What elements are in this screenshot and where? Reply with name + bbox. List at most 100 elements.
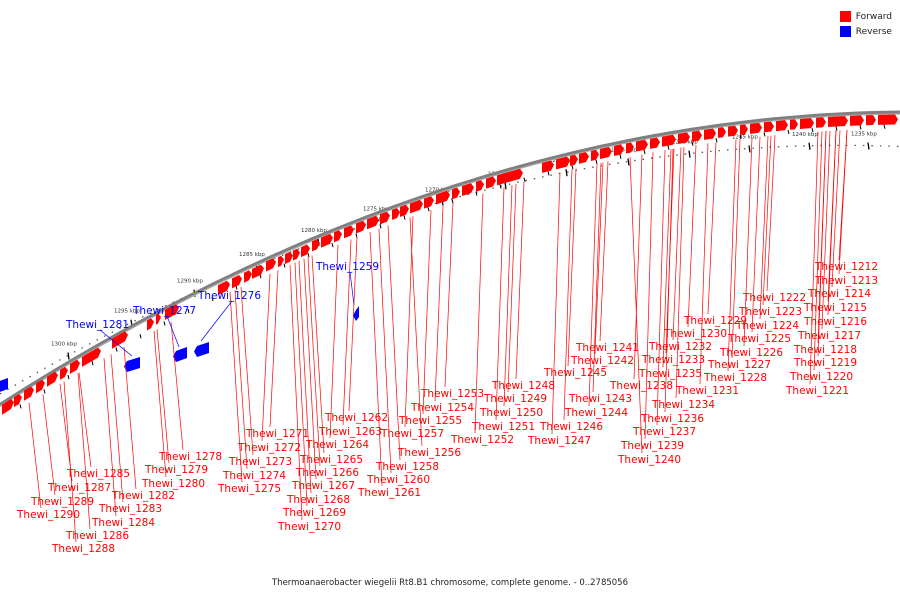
- gene-label-thewi-1243: Thewi_1243: [568, 393, 632, 405]
- gene-leader: [594, 162, 604, 355]
- gene-label-thewi-1239: Thewi_1239: [620, 440, 684, 452]
- gene-label-thewi-1224: Thewi_1224: [735, 320, 799, 332]
- forward-gene-block: [570, 154, 578, 166]
- gene-label-thewi-1245: Thewi_1245: [543, 367, 607, 379]
- position-tick: [43, 389, 46, 394]
- gene-label-thewi-1279: Thewi_1279: [144, 464, 208, 476]
- gene-leader: [563, 169, 573, 421]
- position-tick: [283, 263, 286, 268]
- forward-gene-block: [579, 152, 589, 164]
- gene-leader: [766, 135, 776, 292]
- position-tick: [331, 242, 334, 248]
- forward-gene-block: [165, 304, 179, 320]
- forward-gene-block: [70, 359, 80, 374]
- ruler-tick: [867, 142, 870, 150]
- ruler-tick: [688, 150, 691, 158]
- forward-gene-block: [476, 180, 484, 192]
- gene-label-thewi-1230: Thewi_1230: [663, 328, 727, 340]
- forward-gene-block: [436, 190, 450, 205]
- gene-leader: [99, 329, 133, 357]
- forward-gene-block: [556, 156, 570, 170]
- gene-label-thewi-1276: Thewi_1276: [197, 290, 261, 302]
- forward-gene-block: [740, 124, 748, 136]
- gene-leader: [298, 260, 312, 494]
- ruler-label: 1240 kbp: [792, 132, 818, 138]
- gene-label-thewi-1242: Thewi_1242: [570, 355, 634, 367]
- forward-gene-block: [266, 258, 276, 272]
- gene-label-thewi-1289: Thewi_1289: [30, 496, 94, 508]
- forward-gene-block: [692, 130, 702, 142]
- gene-leader: [675, 146, 685, 399]
- position-tick: [187, 308, 190, 314]
- forward-gene-block: [112, 331, 128, 349]
- forward-gene-block: [650, 137, 660, 149]
- gene-label-thewi-1234: Thewi_1234: [651, 399, 715, 411]
- position-tick: [19, 404, 22, 409]
- gene-leader: [599, 161, 609, 342]
- position-tick: [595, 159, 598, 165]
- gene-leader: [821, 130, 831, 330]
- position-tick: [211, 296, 214, 302]
- gene-leader: [629, 156, 643, 454]
- position-tick: [883, 124, 886, 129]
- forward-gene-block: [600, 147, 612, 159]
- gene-leader: [294, 262, 308, 507]
- position-tick: [715, 138, 718, 143]
- gene-leader: [672, 147, 682, 341]
- gene-leader: [404, 216, 414, 428]
- gene-leader: [731, 139, 741, 359]
- forward-gene-block: [380, 211, 390, 225]
- gene-label-thewi-1218: Thewi_1218: [793, 344, 857, 356]
- gene-label-thewi-1271: Thewi_1271: [245, 428, 309, 440]
- forward-gene-block: [636, 139, 648, 152]
- forward-gene-block: [626, 142, 634, 154]
- gene-leader: [759, 135, 769, 320]
- gene-leader: [592, 162, 602, 393]
- gene-leader: [743, 137, 753, 347]
- forward-gene-block: [293, 248, 300, 261]
- legend-label-forward: Forward: [855, 11, 892, 22]
- gene-leader: [166, 315, 180, 348]
- gene-label-thewi-1251: Thewi_1251: [471, 421, 535, 433]
- ruler-label: 1255 kbp: [611, 148, 637, 154]
- forward-gene-block: [334, 230, 342, 243]
- legend-item-forward: Forward: [839, 9, 892, 24]
- gene-label-thewi-1281: Thewi_1281: [65, 319, 129, 331]
- gene-label-thewi-1284: Thewi_1284: [91, 517, 155, 529]
- gene-leader: [813, 131, 823, 371]
- gene-label-thewi-1257: Thewi_1257: [380, 428, 444, 440]
- gene-label-thewi-1221: Thewi_1221: [785, 385, 849, 397]
- gene-label-thewi-1241: Thewi_1241: [575, 342, 639, 354]
- gene-label-thewi-1256: Thewi_1256: [397, 447, 461, 459]
- forward-gene-block: [542, 160, 554, 173]
- position-tick: [307, 252, 310, 258]
- gene-leader: [567, 168, 577, 367]
- gene-leader: [289, 264, 303, 521]
- gene-label-thewi-1219: Thewi_1219: [793, 357, 857, 369]
- gene-label-thewi-1265: Thewi_1265: [299, 454, 363, 466]
- gene-label-thewi-1290: Thewi_1290: [16, 509, 80, 521]
- gene-leader: [269, 270, 279, 428]
- ruler-label: 1295 kbp: [114, 309, 140, 315]
- gene-label-thewi-1261: Thewi_1261: [357, 487, 421, 499]
- gene-label-thewi-1244: Thewi_1244: [564, 407, 628, 419]
- ruler-tick: [808, 142, 811, 150]
- position-tick: [91, 360, 94, 366]
- genome-caption: Thermoanaerobacter wiegelii Rt8.B1 chrom…: [271, 578, 629, 588]
- position-tick: [691, 141, 694, 146]
- ruler-tick: [67, 352, 70, 360]
- forward-gene-block: [497, 168, 523, 186]
- gene-leader: [809, 131, 819, 385]
- position-tick: [67, 374, 70, 380]
- gene-leader: [422, 210, 432, 415]
- gene-label-thewi-1236: Thewi_1236: [640, 413, 704, 425]
- forward-gene-block: [321, 233, 333, 248]
- gene-leader: [240, 287, 254, 456]
- forward-gene-block: [462, 183, 474, 196]
- gene-label-thewi-1225: Thewi_1225: [727, 333, 791, 345]
- position-tick: [667, 145, 670, 150]
- gene-leader: [687, 145, 697, 328]
- gene-leader: [42, 394, 56, 496]
- forward-gene-block: [2, 399, 14, 415]
- gene-leader: [664, 148, 674, 413]
